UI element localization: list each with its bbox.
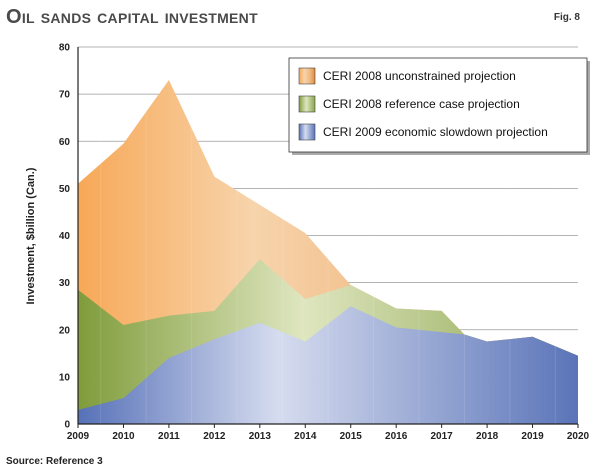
y-tick-label-3: 30 (59, 278, 71, 289)
y-tick-label-6: 60 (59, 137, 71, 148)
y-tick-labels: 0 10 20 30 40 50 60 70 80 (59, 43, 71, 431)
y-tick-label-4: 40 (59, 231, 71, 242)
source-note: Source: Reference 3 (6, 456, 103, 467)
series-area-2 (78, 306, 578, 424)
figure-label: Fig. 8 (553, 12, 580, 23)
legend-label-2: CERI 2009 economic slowdown projection (323, 125, 548, 139)
y-tick-label-5: 50 (59, 184, 71, 195)
x-tick-label-7: 2016 (385, 431, 408, 442)
legend-box (288, 57, 588, 153)
y-tick-label-2: 20 (59, 325, 71, 336)
x-tick-label-2: 2011 (158, 431, 180, 442)
x-tick-label-5: 2014 (294, 431, 317, 442)
legend: CERI 2008 unconstrained projection CERI 2… (288, 57, 590, 155)
x-tick-label-6: 2015 (340, 431, 363, 442)
x-tick-label-10: 2019 (521, 431, 544, 442)
y-tick-label-8: 80 (59, 43, 71, 54)
y-axis-label: Investment, $billion (Can.) (25, 167, 37, 304)
legend-swatch-0 (298, 67, 316, 85)
x-tick-label-9: 2018 (476, 431, 499, 442)
x-tick-label-3: 2012 (203, 431, 226, 442)
y-tick-label-1: 10 (59, 372, 71, 383)
axes (77, 47, 578, 425)
x-tick-label-8: 2017 (431, 431, 454, 442)
y-tick-label-7: 70 (59, 90, 71, 101)
x-tick-labels: 2009 2010 2011 2012 2013 2014 2015 2016 2017 2018… (67, 424, 590, 442)
legend-label-1: CERI 2008 reference case projection (323, 97, 520, 111)
x-tick-label-1: 2010 (112, 431, 135, 442)
x-tick-label-0: 2009 (67, 431, 90, 442)
legend-swatch-1 (298, 95, 316, 113)
y-tick-label-0: 0 (64, 420, 70, 431)
chart-title: Oil sands capital investment (6, 6, 258, 28)
series-areas (78, 47, 578, 424)
legend-label-0: CERI 2008 unconstrained projection (323, 69, 516, 83)
x-tick-label-4: 2013 (249, 431, 272, 442)
x-tick-label-11: 2020 (567, 431, 590, 442)
legend-swatch-2 (298, 123, 316, 141)
